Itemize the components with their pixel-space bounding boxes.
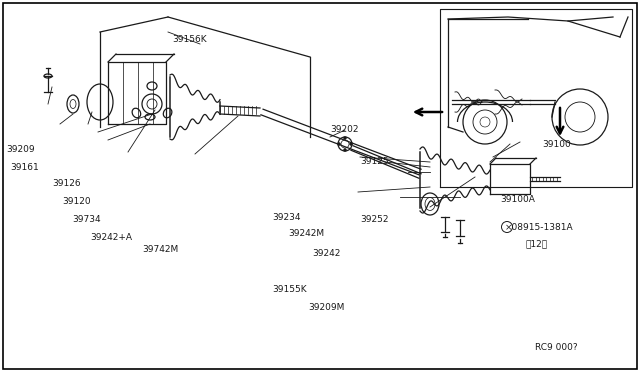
Text: 39161: 39161	[10, 163, 39, 171]
Text: RC9 000?: RC9 000?	[535, 343, 578, 352]
Text: 39242+A: 39242+A	[90, 232, 132, 241]
Circle shape	[344, 148, 346, 151]
Text: 39742M: 39742M	[142, 246, 179, 254]
Text: 39242: 39242	[312, 250, 340, 259]
Text: （12）: （12）	[525, 240, 547, 248]
Text: 39120: 39120	[62, 198, 91, 206]
Text: 39734: 39734	[72, 215, 100, 224]
Circle shape	[344, 137, 346, 140]
Text: 39155K: 39155K	[272, 285, 307, 295]
Text: 39202: 39202	[330, 125, 358, 135]
Text: 39125: 39125	[360, 157, 388, 167]
Text: 39242M: 39242M	[288, 230, 324, 238]
Text: 39126: 39126	[52, 180, 81, 189]
Circle shape	[337, 142, 340, 145]
Text: 39100A: 39100A	[500, 196, 535, 205]
Circle shape	[349, 142, 353, 145]
Text: ×08915-1381A: ×08915-1381A	[505, 222, 573, 231]
Text: 39234: 39234	[272, 212, 301, 221]
Text: 39252: 39252	[360, 215, 388, 224]
Text: 39156K: 39156K	[172, 35, 207, 45]
Text: 39100: 39100	[542, 140, 571, 148]
Text: 39209: 39209	[6, 145, 35, 154]
Text: 39209M: 39209M	[308, 302, 344, 311]
